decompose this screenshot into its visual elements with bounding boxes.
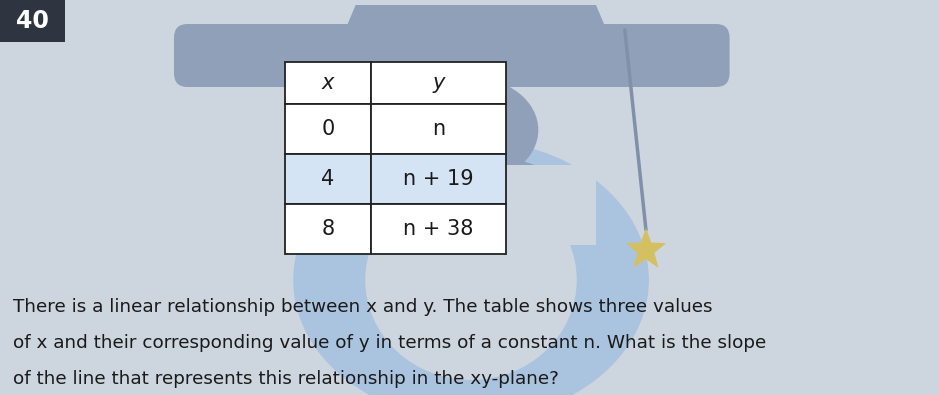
Ellipse shape xyxy=(375,155,567,235)
Text: y: y xyxy=(432,73,444,93)
Bar xyxy=(371,154,505,204)
Ellipse shape xyxy=(293,140,649,395)
Bar xyxy=(285,104,371,154)
Bar xyxy=(285,154,371,204)
FancyBboxPatch shape xyxy=(174,24,730,87)
Text: 8: 8 xyxy=(321,219,334,239)
Bar xyxy=(285,62,371,104)
Text: There is a linear relationship between x and y. The table shows three values: There is a linear relationship between x… xyxy=(13,298,713,316)
Text: n: n xyxy=(432,119,445,139)
Text: 0: 0 xyxy=(321,119,334,139)
Polygon shape xyxy=(327,5,624,73)
Polygon shape xyxy=(626,228,666,268)
Text: of the line that represents this relationship in the xy-plane?: of the line that represents this relatio… xyxy=(13,370,560,388)
Text: n + 19: n + 19 xyxy=(403,169,473,189)
Text: of x and their corresponding value of y in terms of a constant n. What is the sl: of x and their corresponding value of y … xyxy=(13,334,767,352)
Bar xyxy=(285,204,371,254)
Text: n + 38: n + 38 xyxy=(403,219,473,239)
Ellipse shape xyxy=(404,77,538,182)
Text: x: x xyxy=(321,73,334,93)
Bar xyxy=(371,104,505,154)
Text: 4: 4 xyxy=(321,169,334,189)
Bar xyxy=(371,204,505,254)
Bar xyxy=(346,165,596,245)
Ellipse shape xyxy=(365,180,577,380)
Bar xyxy=(0,0,66,42)
Bar xyxy=(371,62,505,104)
Text: 40: 40 xyxy=(16,9,49,33)
